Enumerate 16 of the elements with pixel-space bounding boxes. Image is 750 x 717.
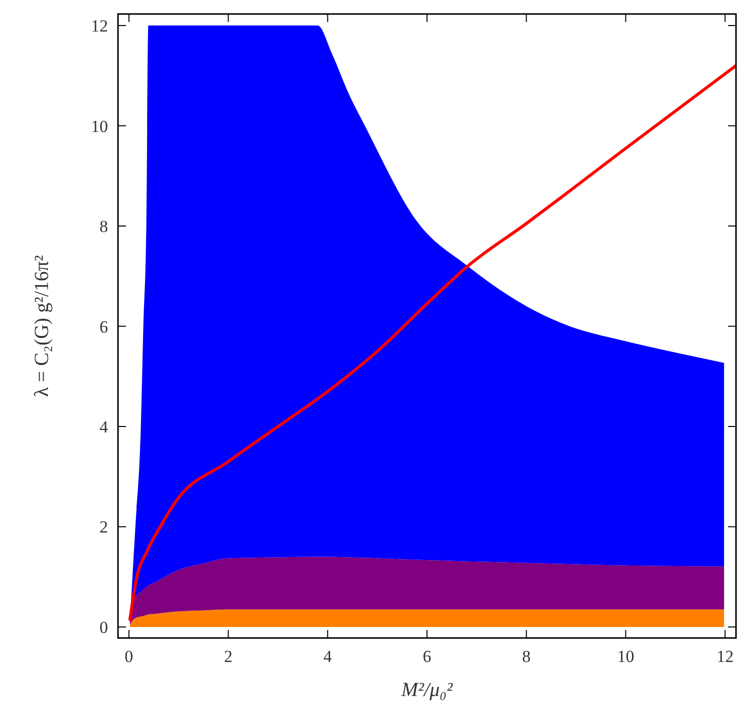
y-axis-title: λ = C₂(G) g²/16π² [31, 255, 53, 397]
y-tick-label: 10 [91, 116, 108, 136]
x-tick-label: 8 [522, 647, 531, 666]
y-tick-label: 4 [100, 417, 108, 436]
x-tick-label: 12 [716, 647, 734, 666]
y-tick-label: 6 [100, 317, 108, 336]
x-tick-label: 4 [323, 647, 332, 666]
x-axis-title: M²/μ₀² [400, 679, 454, 701]
y-tick-label: 0 [100, 618, 108, 637]
x-tick-label: 10 [617, 647, 634, 666]
x-tick-label: 6 [422, 647, 432, 666]
y-tick-label: 12 [91, 16, 108, 36]
x-tick-label: 2 [224, 647, 233, 666]
x-tick-label: 0 [124, 647, 134, 666]
y-tick-label: 2 [100, 518, 108, 537]
y-tick-label: 8 [100, 217, 108, 236]
